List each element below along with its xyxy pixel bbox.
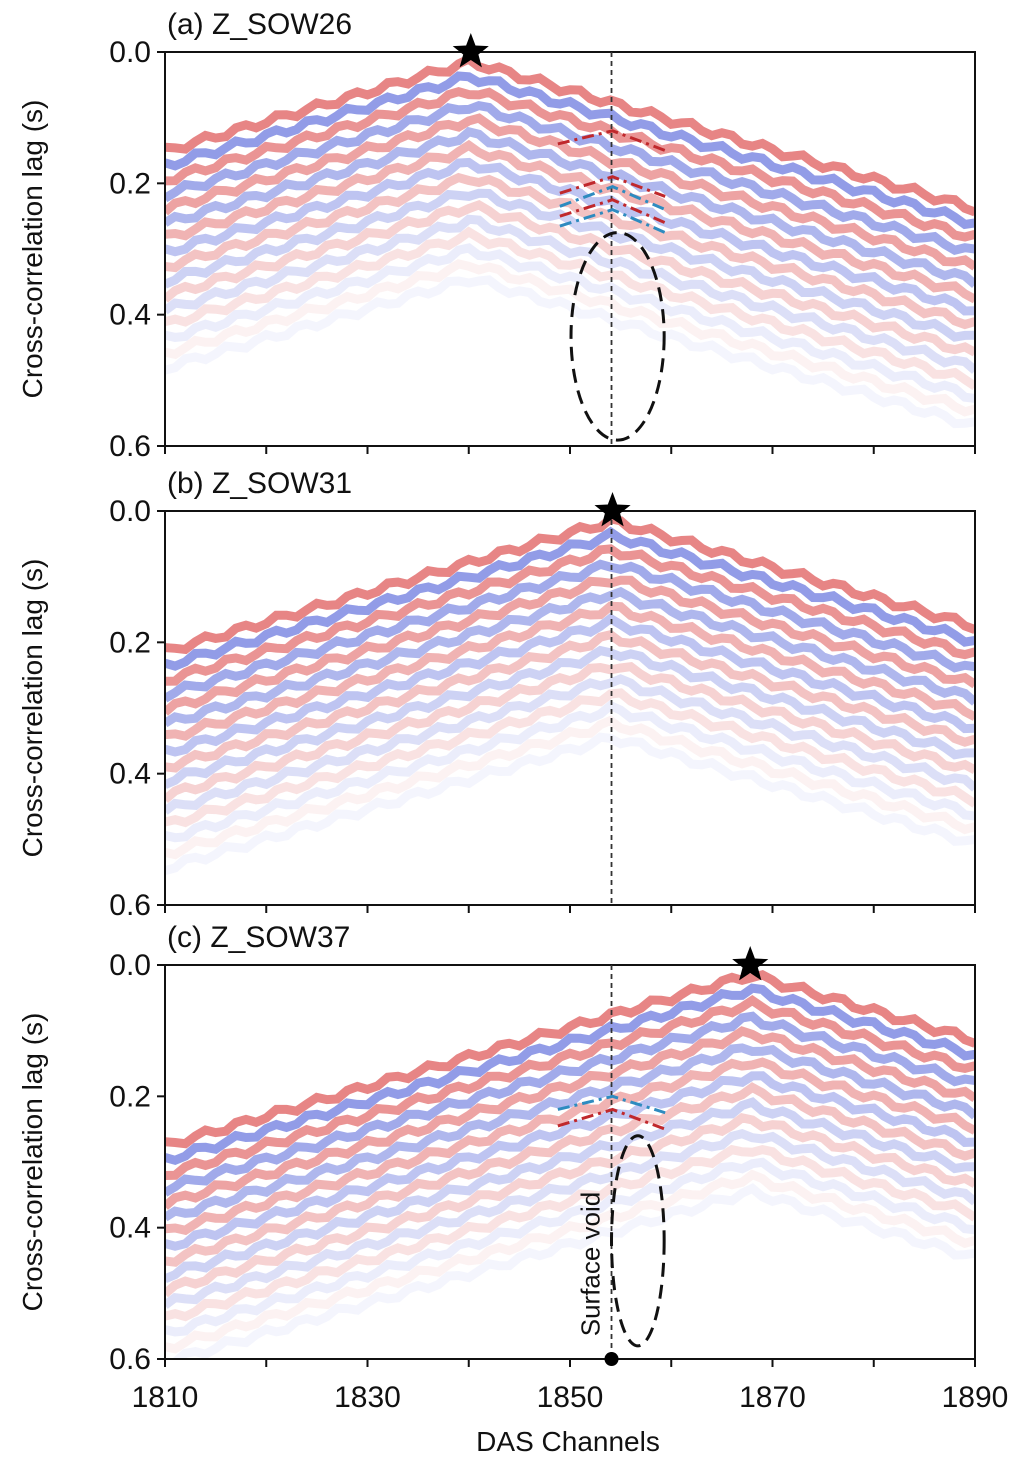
wavefield-band [165, 126, 975, 288]
wavefield-band [165, 1071, 975, 1251]
y-tick-label: 0.0 [109, 495, 151, 528]
x-axis-label: DAS Channels [476, 1426, 660, 1457]
wavefield-band [165, 1097, 975, 1284]
wavefield-band [165, 544, 975, 686]
pick-line [557, 129, 666, 152]
y-axis-label: Cross-correlation lag (s) [17, 100, 48, 399]
wavefield-band [165, 601, 975, 741]
wavefield [165, 53, 975, 429]
y-tick-label: 0.0 [109, 949, 151, 982]
wavefield-band [165, 100, 975, 256]
wavefield-band [165, 662, 975, 804]
wavefield-band [165, 586, 975, 728]
void-ellipse [569, 231, 666, 442]
wavefield-band [165, 526, 975, 671]
wavefield-band [165, 275, 975, 429]
wavefield-band [165, 214, 975, 374]
wavefield-band [165, 199, 975, 357]
wavefield-band [165, 629, 975, 773]
wavefield-band [165, 732, 975, 875]
wavefield [165, 969, 975, 1359]
wavefield-band [165, 188, 975, 342]
y-tick-label: 0.6 [109, 430, 151, 463]
wavefield-band [165, 113, 975, 271]
pick-line [559, 175, 666, 198]
source-star [452, 33, 489, 68]
wavefield-band [165, 575, 975, 716]
y-tick-label: 0.6 [109, 889, 151, 922]
y-tick-label: 0.2 [109, 167, 151, 200]
pick-line [559, 184, 666, 211]
wavefield-band [165, 1043, 975, 1222]
wavefield-band [165, 513, 975, 655]
wavefield [165, 513, 975, 875]
wavefield-band [165, 613, 975, 757]
wavefield-band [165, 226, 975, 391]
wavefield-band [169, 1183, 975, 1359]
y-tick-label: 0.2 [109, 1080, 151, 1113]
wavefield-band [165, 1144, 975, 1322]
wavefield-band [165, 688, 975, 828]
wavefield-band [165, 674, 975, 815]
wavefield-band [165, 969, 975, 1149]
wavefield-band [165, 71, 975, 230]
wavefield-band [165, 1112, 975, 1298]
wavefield-band [165, 1026, 975, 1210]
wavefield-band [165, 700, 975, 843]
y-tick-label: 0.4 [109, 299, 151, 332]
wavefield-band [165, 983, 975, 1166]
annotation: Surface void [576, 1192, 606, 1337]
void-ellipse [610, 1134, 666, 1348]
source-star [594, 492, 631, 527]
y-axis-label: Cross-correlation lag (s) [17, 1013, 48, 1312]
wavefield-band [165, 1082, 975, 1267]
y-tick-label: 0.0 [109, 36, 151, 69]
pick-line [557, 1107, 666, 1131]
y-tick-label: 0.4 [109, 758, 151, 791]
pick-line [559, 198, 666, 225]
source-star [732, 946, 769, 981]
wavefield-band [165, 259, 975, 417]
wavefield-band [165, 559, 975, 703]
wavefield-band [165, 645, 975, 789]
wavefield-band [165, 1128, 975, 1309]
x-tick-label: 1870 [739, 1381, 806, 1414]
wavefield-band [165, 715, 975, 860]
wavefield-band [165, 1011, 975, 1197]
panel-title: (c) Z_SOW37 [167, 921, 350, 954]
wavefield-band [165, 139, 975, 304]
y-axis-label: Cross-correlation lag (s) [17, 559, 48, 858]
wavefield-band [165, 1169, 975, 1354]
wavefield-band [165, 87, 975, 242]
wavefield-band [165, 53, 975, 217]
x-tick-label: 1810 [132, 1381, 199, 1414]
wavefield-band [165, 1057, 975, 1236]
y-tick-label: 0.4 [109, 1212, 151, 1245]
wavefield-band [165, 994, 975, 1180]
y-tick-label: 0.2 [109, 626, 151, 659]
wavefield-band [165, 1157, 975, 1337]
x-tick-label: 1830 [334, 1381, 401, 1414]
pick-line [557, 1094, 666, 1115]
x-tick-label: 1890 [942, 1381, 1009, 1414]
wavefield-band [165, 243, 975, 403]
pick-line [559, 208, 666, 234]
void-marker [604, 1352, 619, 1366]
x-tick-label: 1850 [537, 1381, 604, 1414]
panel-title: (a) Z_SOW26 [167, 8, 352, 41]
y-tick-label: 0.6 [109, 1343, 151, 1376]
panel-title: (b) Z_SOW31 [167, 467, 352, 500]
